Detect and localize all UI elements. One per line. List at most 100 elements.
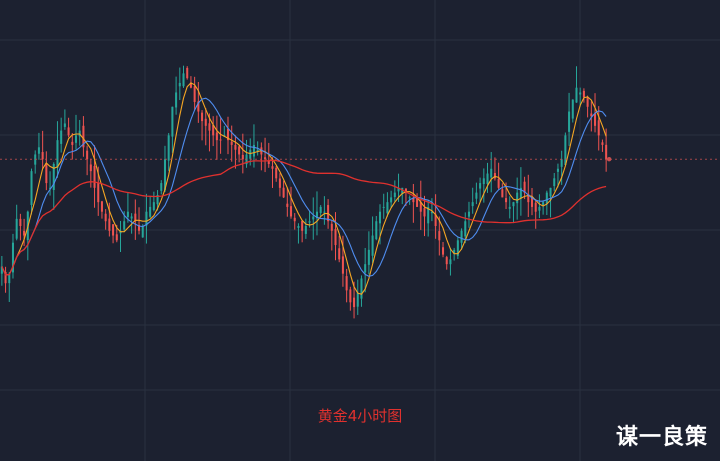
candle-body — [67, 127, 70, 136]
candle-body — [430, 211, 433, 214]
last-price-marker — [606, 157, 612, 162]
candle-body — [23, 230, 26, 236]
candle-body — [493, 173, 496, 179]
candle-body — [290, 206, 293, 217]
candle-body — [104, 213, 107, 222]
candle-body — [112, 224, 115, 236]
chart-caption: 黄金4小时图 — [317, 407, 403, 425]
candle-body — [486, 173, 489, 184]
candle-body — [163, 159, 166, 191]
candle-body — [82, 125, 85, 148]
candle-body — [534, 202, 537, 212]
candle-body — [156, 195, 159, 205]
candle-body — [338, 248, 341, 260]
candle-body — [171, 106, 174, 137]
candle-body — [149, 206, 152, 217]
candle-body — [4, 272, 7, 284]
candle-body — [56, 140, 59, 168]
candle-body — [234, 144, 237, 150]
ma-short-line — [1, 82, 607, 295]
candle-body — [412, 198, 415, 203]
candle-body — [423, 208, 426, 217]
candle-body — [490, 168, 493, 178]
candle-body — [63, 123, 66, 127]
candle-body — [186, 67, 189, 79]
candle-body — [226, 128, 230, 141]
candle-body — [152, 202, 155, 211]
candle-body — [252, 144, 255, 157]
candle-body — [386, 202, 389, 214]
candle-body — [353, 297, 356, 308]
candle-body — [175, 92, 178, 108]
candle-body — [145, 211, 148, 226]
candle-body — [74, 135, 78, 143]
candle-body — [404, 188, 407, 193]
candle-body — [367, 249, 370, 265]
ma-mid-line — [1, 97, 607, 277]
candle-body — [545, 192, 548, 204]
candle-body — [475, 192, 478, 199]
candle-body — [605, 144, 608, 160]
candle-body — [590, 113, 593, 117]
candle-body — [134, 213, 137, 222]
candle-body — [482, 178, 485, 185]
candle-body — [334, 229, 337, 246]
candle-body — [160, 183, 163, 191]
candle-body — [438, 231, 441, 241]
candle-body — [115, 234, 118, 241]
candle-body — [275, 167, 278, 179]
brand-watermark: 谋一良策 — [615, 425, 708, 450]
candle-body — [208, 123, 211, 131]
candle-body — [141, 226, 144, 238]
candle-body — [594, 113, 597, 126]
candle-body — [238, 146, 241, 155]
candle-body — [375, 221, 378, 240]
candle-body — [264, 157, 267, 160]
candle-body — [401, 187, 404, 194]
candle-body — [601, 142, 604, 145]
candle-body — [427, 206, 430, 224]
candle-body — [505, 198, 508, 203]
candle-body — [390, 197, 393, 203]
candle-body — [278, 178, 281, 188]
candle-body — [30, 171, 33, 205]
candle-body — [382, 206, 385, 208]
candle-body — [360, 278, 363, 299]
candle-body — [11, 242, 14, 273]
candle-body — [315, 211, 318, 219]
candle-body — [304, 226, 307, 234]
candle-body — [568, 111, 571, 132]
candle-body — [286, 203, 289, 207]
candle-body — [271, 166, 274, 169]
candle-body — [100, 201, 103, 212]
candle-body — [312, 216, 315, 220]
ma-long-line — [1, 159, 607, 276]
candle-body — [571, 99, 574, 119]
candle-body — [449, 259, 452, 265]
candle-body — [138, 225, 141, 231]
candle-body — [219, 139, 222, 141]
candle-body — [467, 211, 470, 217]
candle-body — [130, 216, 133, 219]
candle-body — [256, 149, 259, 152]
candle-body — [93, 166, 96, 188]
candle-body — [201, 112, 204, 122]
candle-body — [464, 221, 467, 237]
candle-body — [37, 147, 40, 154]
candle-body — [0, 266, 3, 274]
candle-body — [549, 187, 552, 197]
candle-body — [178, 82, 181, 87]
candle-body — [108, 218, 111, 231]
candle-body — [471, 202, 474, 207]
candle-body — [556, 168, 559, 172]
candle-body — [416, 196, 419, 207]
candle-body — [434, 214, 437, 226]
candle-body — [530, 196, 534, 207]
candle-body — [267, 160, 270, 164]
candle-body — [460, 230, 463, 243]
candle-body — [167, 135, 170, 161]
candle-body — [575, 87, 578, 103]
candle-body — [330, 223, 333, 231]
